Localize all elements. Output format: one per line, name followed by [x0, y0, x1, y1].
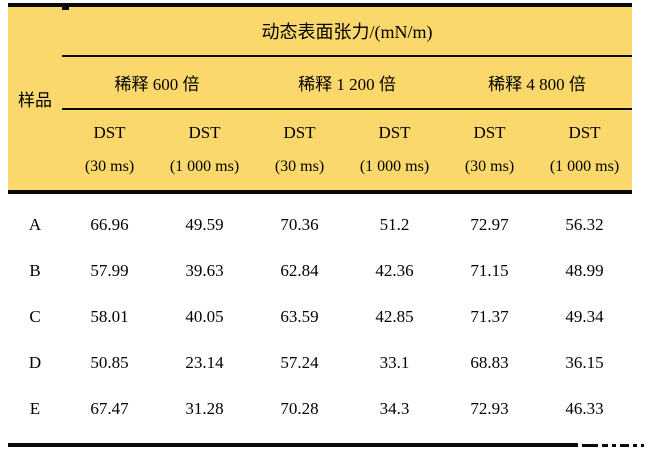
subheader-time-label: (1 000 ms) — [549, 158, 620, 175]
table-row-e: E 67.47 31.28 70.28 34.3 72.93 46.33 — [8, 386, 632, 432]
table-bottom-border — [8, 443, 578, 447]
value-cell: 66.96 — [90, 215, 129, 234]
dynamic-surface-tension-table: 样品 动态表面张力/(mN/m) 稀释 600 倍 稀释 1 200 倍 稀释 … — [8, 3, 632, 447]
value-cell: 58.01 — [90, 307, 129, 326]
subheader-dst-label: DST — [568, 123, 601, 142]
value-cell: 70.36 — [280, 215, 319, 234]
value-cell: 49.59 — [185, 215, 224, 234]
table-top-border — [8, 3, 632, 7]
table-row-d: D 50.85 23.14 57.24 33.1 68.83 36.15 — [8, 340, 632, 386]
subheader-dst-1000ms: DST (1 000 ms) — [537, 110, 632, 190]
subheader-dst-30ms: DST (30 ms) — [62, 110, 157, 190]
value-cell: 48.99 — [565, 261, 604, 280]
sample-label: B — [29, 261, 41, 280]
value-cell: 63.59 — [280, 307, 319, 326]
subheader-dst-label: DST — [378, 123, 411, 142]
subheader-dst-30ms: DST (30 ms) — [252, 110, 347, 190]
subheader-time-label: (30 ms) — [464, 158, 515, 175]
subheader-dst-1000ms: DST (1 000 ms) — [157, 110, 252, 190]
sample-label: D — [28, 353, 42, 372]
subheader-dst-label: DST — [93, 123, 126, 142]
subheader-time-label: (30 ms) — [84, 158, 135, 175]
value-cell: 51.2 — [379, 215, 410, 234]
table-row-b: B 57.99 39.63 62.84 42.36 71.15 48.99 — [8, 248, 632, 294]
group-header-dilution-600: 稀释 600 倍 — [62, 57, 252, 110]
value-cell: 67.47 — [90, 399, 129, 418]
value-cell: 34.3 — [379, 399, 410, 418]
group-header-dilution-4800: 稀释 4 800 倍 — [442, 57, 632, 110]
sample-label: E — [29, 399, 41, 418]
scan-artifact-marks — [582, 444, 644, 447]
value-cell: 42.36 — [375, 261, 414, 280]
value-cell: 71.15 — [470, 261, 509, 280]
subheader-time-label: (1 000 ms) — [169, 158, 240, 175]
value-cell: 70.28 — [280, 399, 319, 418]
subheader-dst-1000ms: DST (1 000 ms) — [347, 110, 442, 190]
sample-label: A — [28, 215, 42, 234]
sample-label: C — [29, 307, 41, 326]
subheader-time-label: (30 ms) — [274, 158, 325, 175]
value-cell: 46.33 — [565, 399, 604, 418]
value-cell: 39.63 — [185, 261, 224, 280]
group-header-dilution-1200: 稀释 1 200 倍 — [252, 57, 442, 110]
table-header: 样品 动态表面张力/(mN/m) 稀释 600 倍 稀释 1 200 倍 稀释 … — [8, 7, 632, 190]
value-cell: 36.15 — [565, 353, 604, 372]
main-header-dynamic-surface-tension: 动态表面张力/(mN/m) — [62, 7, 632, 57]
value-cell: 62.84 — [280, 261, 319, 280]
sample-column-header: 样品 — [18, 91, 52, 110]
value-cell: 72.97 — [470, 215, 509, 234]
table-row-a: A 66.96 49.59 70.36 51.2 72.97 56.32 — [8, 202, 632, 248]
table-body: A 66.96 49.59 70.36 51.2 72.97 56.32 B 5… — [8, 194, 632, 443]
value-cell: 71.37 — [470, 307, 509, 326]
subheader-time-label: (1 000 ms) — [359, 158, 430, 175]
subheader-dst-label: DST — [473, 123, 506, 142]
table-row-c: C 58.01 40.05 63.59 42.85 71.37 49.34 — [8, 294, 632, 340]
value-cell: 23.14 — [185, 353, 224, 372]
value-cell: 56.32 — [565, 215, 604, 234]
value-cell: 72.93 — [470, 399, 509, 418]
subheader-dst-30ms: DST (30 ms) — [442, 110, 537, 190]
value-cell: 57.24 — [280, 353, 319, 372]
value-cell: 57.99 — [90, 261, 129, 280]
value-cell: 42.85 — [375, 307, 414, 326]
value-cell: 40.05 — [185, 307, 224, 326]
value-cell: 49.34 — [565, 307, 604, 326]
scan-artifact-tick — [62, 7, 69, 10]
value-cell: 33.1 — [379, 353, 410, 372]
subheader-dst-label: DST — [283, 123, 316, 142]
header-body-separator — [8, 190, 632, 194]
value-cell: 68.83 — [470, 353, 509, 372]
subheader-dst-label: DST — [188, 123, 221, 142]
value-cell: 50.85 — [90, 353, 129, 372]
value-cell: 31.28 — [185, 399, 224, 418]
